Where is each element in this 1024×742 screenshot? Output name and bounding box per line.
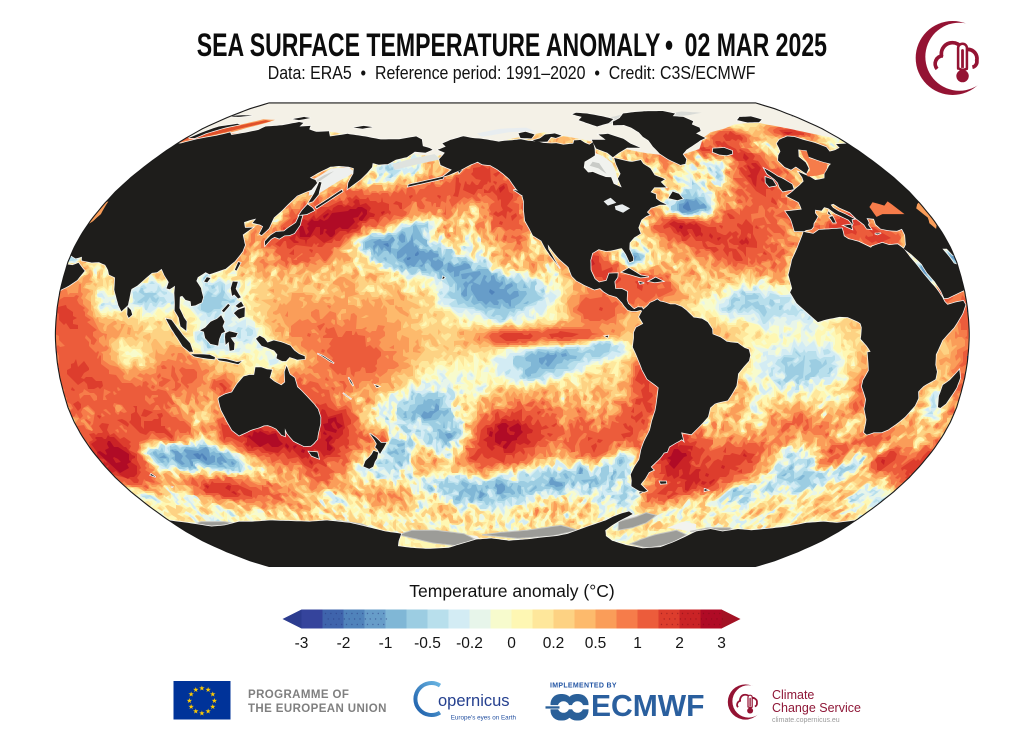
svg-text:0: 0 xyxy=(507,635,516,652)
svg-text:★: ★ xyxy=(210,690,216,699)
svg-text:0.5: 0.5 xyxy=(585,635,607,652)
svg-text:3: 3 xyxy=(717,635,726,652)
svg-text:★: ★ xyxy=(199,683,205,692)
svg-text:THE EUROPEAN UNION: THE EUROPEAN UNION xyxy=(248,703,387,715)
svg-text:★: ★ xyxy=(210,702,216,711)
svg-text:IMPLEMENTED BY: IMPLEMENTED BY xyxy=(550,683,617,690)
svg-text:★: ★ xyxy=(188,690,194,699)
svg-text:★: ★ xyxy=(205,685,211,694)
svg-text:ECMWF: ECMWF xyxy=(591,689,704,724)
svg-text:-0.2: -0.2 xyxy=(456,635,483,652)
svg-text:★: ★ xyxy=(193,685,199,694)
svg-text:1: 1 xyxy=(633,635,642,652)
svg-text:0.2: 0.2 xyxy=(543,635,565,652)
svg-text:★: ★ xyxy=(193,707,199,716)
svg-text:2: 2 xyxy=(675,635,684,652)
svg-text:Change Service: Change Service xyxy=(772,701,861,715)
svg-text:★: ★ xyxy=(188,702,194,711)
svg-text:★: ★ xyxy=(199,708,205,717)
svg-text:opernicus: opernicus xyxy=(438,692,510,710)
svg-text:-2: -2 xyxy=(337,635,351,652)
svg-text:★: ★ xyxy=(211,696,217,705)
svg-text:-1: -1 xyxy=(379,635,393,652)
svg-text:-3: -3 xyxy=(295,635,309,652)
svg-text:Climate: Climate xyxy=(772,688,814,702)
svg-text:★: ★ xyxy=(205,707,211,716)
svg-text:PROGRAMME OF: PROGRAMME OF xyxy=(248,689,349,701)
svg-text:Europe's eyes on Earth: Europe's eyes on Earth xyxy=(451,715,517,722)
svg-text:Temperature anomaly (°C): Temperature anomaly (°C) xyxy=(409,581,614,601)
svg-text:-0.5: -0.5 xyxy=(414,635,441,652)
svg-text:★: ★ xyxy=(186,696,192,705)
svg-text:climate.copernicus.eu: climate.copernicus.eu xyxy=(772,717,840,724)
